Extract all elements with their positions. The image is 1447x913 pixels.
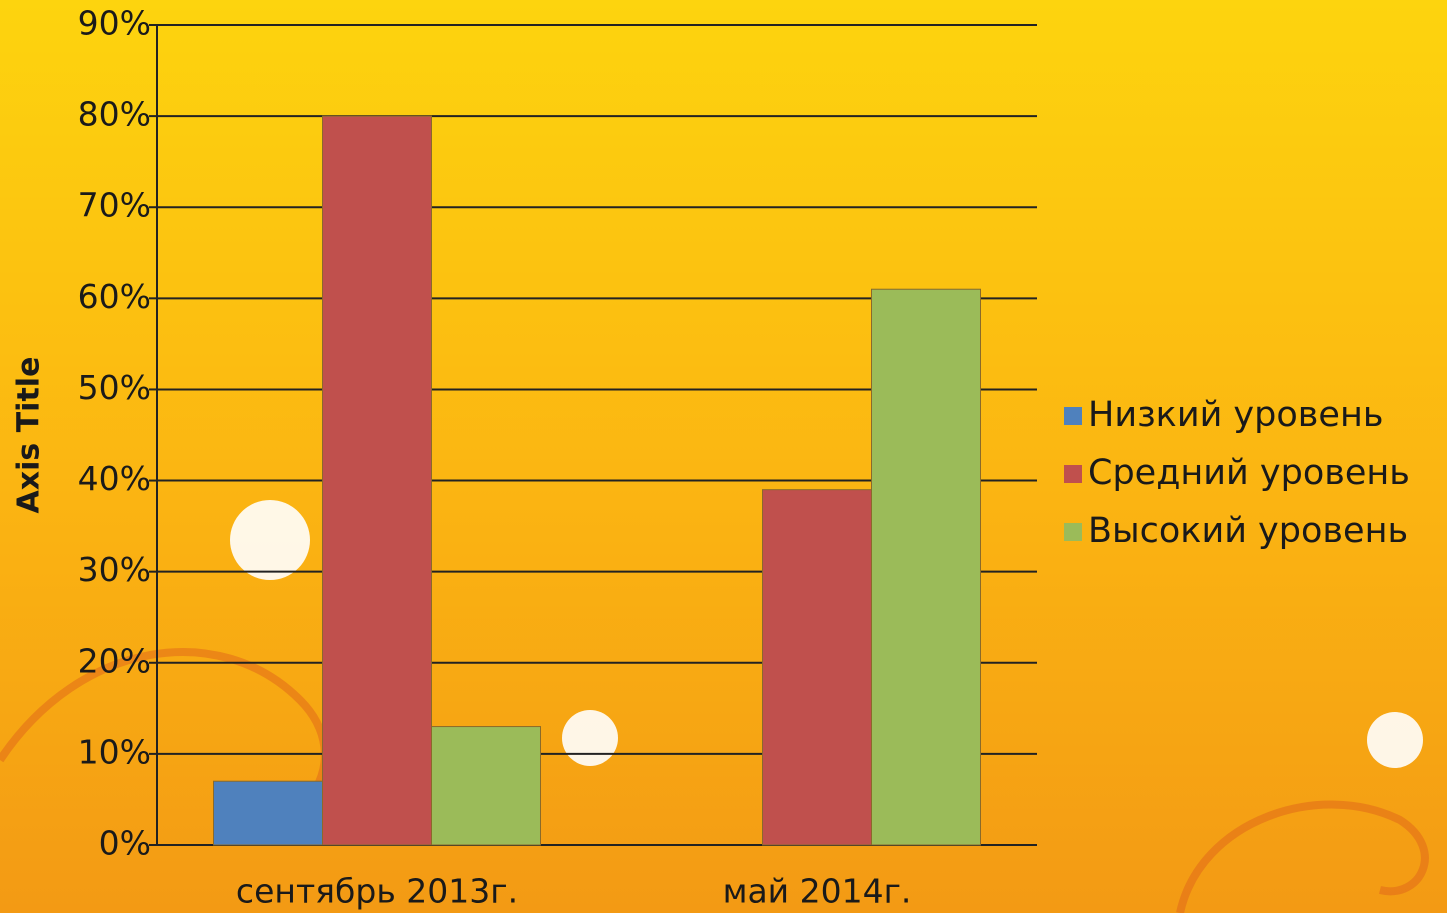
legend-label: Высокий уровень: [1088, 511, 1408, 551]
y-tick-label: 20%: [78, 641, 151, 680]
legend-swatch: [1064, 465, 1082, 483]
y-tick-label: 0%: [99, 824, 151, 863]
bar: [214, 781, 323, 845]
y-tick-label: 30%: [78, 550, 151, 589]
legend-swatch: [1064, 523, 1082, 541]
bar: [763, 490, 872, 845]
bar: [432, 727, 541, 845]
y-tick-label: 10%: [78, 732, 151, 771]
legend-label: Низкий уровень: [1088, 395, 1383, 435]
y-tick-label: 80%: [78, 95, 151, 134]
y-tick-label: 60%: [78, 277, 151, 316]
y-tick-label: 90%: [78, 4, 151, 43]
y-tick-label: 70%: [78, 186, 151, 225]
chart: Axis Title 0% 10% 20% 30% 40% 50% 60% 70% 80% 90%…: [0, 0, 1447, 913]
y-tick-label: 50%: [78, 368, 151, 407]
y-axis-title: Axis Title: [12, 357, 47, 514]
legend-label: Средний уровень: [1088, 453, 1410, 493]
legend-swatch: [1064, 407, 1082, 425]
bar: [872, 289, 981, 845]
bar: [323, 116, 432, 845]
x-tick-label: май 2014г.: [723, 872, 912, 911]
x-tick-label: сентябрь 2013г.: [236, 872, 518, 911]
y-tick-label: 40%: [78, 459, 151, 498]
